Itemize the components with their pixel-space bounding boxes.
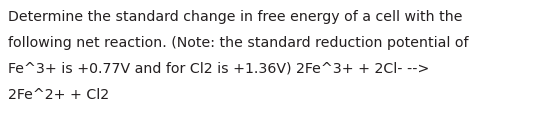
Text: Fe^3+ is +0.77V and for Cl2 is +1.36V) 2Fe^3+ + 2Cl- -->: Fe^3+ is +0.77V and for Cl2 is +1.36V) 2… <box>8 62 429 76</box>
Text: Determine the standard change in free energy of a cell with the: Determine the standard change in free en… <box>8 10 463 24</box>
Text: following net reaction. (Note: the standard reduction potential of: following net reaction. (Note: the stand… <box>8 36 469 50</box>
Text: 2Fe^2+ + Cl2: 2Fe^2+ + Cl2 <box>8 88 109 102</box>
